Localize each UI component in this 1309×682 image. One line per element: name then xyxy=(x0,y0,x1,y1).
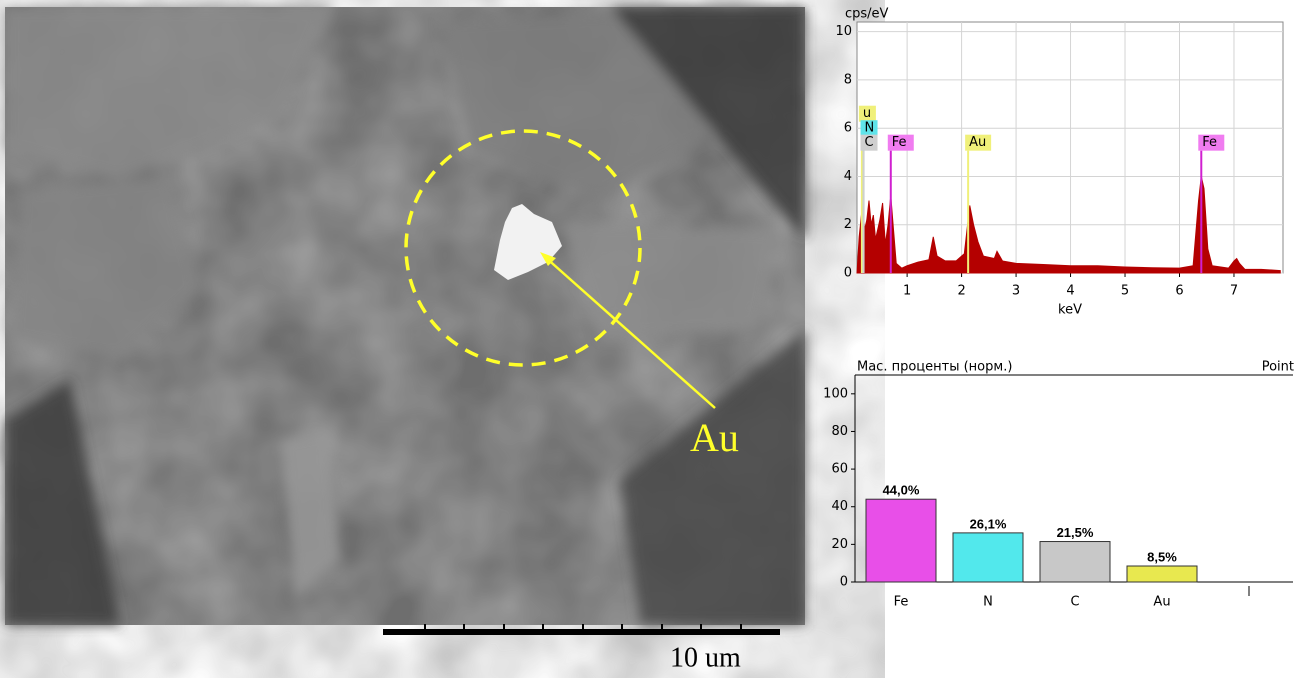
x-tick-label: 7 xyxy=(1230,284,1238,299)
y-tick-label: 4 xyxy=(844,169,852,184)
y-tick-label: 80 xyxy=(831,424,848,439)
x-tick-label: 3 xyxy=(1012,284,1020,299)
y-tick-label: 0 xyxy=(840,575,848,590)
bar xyxy=(953,533,1023,582)
value-label: 44,0% xyxy=(883,483,920,498)
element-label: u xyxy=(863,106,871,121)
y-tick-label: 100 xyxy=(823,386,848,401)
x-tick-label: 6 xyxy=(1175,284,1183,299)
figure: Au 10 um 02468101234567cps/eVkeVuNCFeAuF… xyxy=(0,0,1309,678)
chart-subtitle: Point xyxy=(1262,360,1294,375)
y-tick-label: 40 xyxy=(831,499,848,514)
element-label: Fe xyxy=(892,135,907,150)
x-tick-label: 2 xyxy=(957,284,965,299)
y-tick-label: 8 xyxy=(844,72,852,87)
value-label: 26,1% xyxy=(970,516,1007,531)
y-tick-label: 10 xyxy=(835,24,852,39)
value-label: 21,5% xyxy=(1057,525,1094,540)
x-axis-label: keV xyxy=(1058,303,1082,318)
y-axis-label: cps/eV xyxy=(845,7,889,22)
element-label: Au xyxy=(969,135,986,150)
y-tick-label: 0 xyxy=(844,266,852,281)
x-tick-label: 5 xyxy=(1121,284,1129,299)
element-label: C xyxy=(865,135,874,150)
page: Au 10 um 02468101234567cps/eVkeVuNCFeAuF… xyxy=(0,0,1309,678)
sem-image: Au xyxy=(5,7,805,625)
y-tick-label: 20 xyxy=(831,537,848,552)
bar xyxy=(1127,566,1197,582)
x-tick-label: C xyxy=(1070,595,1079,610)
chart-title: Мас. проценты (норм.) xyxy=(857,360,1012,375)
x-tick-label: N xyxy=(983,595,993,610)
element-label: Fe xyxy=(1202,135,1217,150)
y-tick-label: 2 xyxy=(844,217,852,232)
marker-label: Au xyxy=(690,415,739,460)
bar xyxy=(1040,542,1110,582)
bar xyxy=(866,499,936,582)
element-label: N xyxy=(865,121,875,136)
x-tick-label: Fe xyxy=(894,595,909,610)
y-tick-label: 6 xyxy=(844,121,852,136)
x-tick-label: 1 xyxy=(903,284,911,299)
scale-bar-label: 10 um xyxy=(670,642,741,673)
scale-bar: 10 um xyxy=(383,624,780,673)
x-tick-label: Au xyxy=(1153,595,1170,610)
y-tick-label: 60 xyxy=(831,462,848,477)
value-label: 8,5% xyxy=(1147,549,1177,564)
x-tick-label: 4 xyxy=(1066,284,1074,299)
